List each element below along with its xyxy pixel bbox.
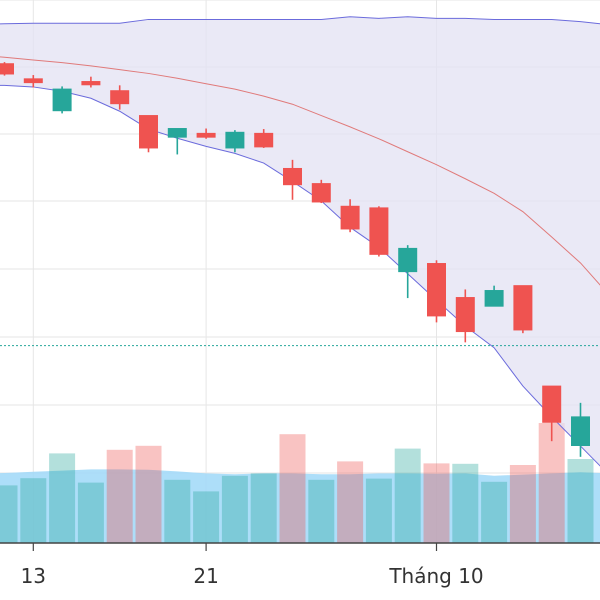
volume-bar-15 bbox=[423, 463, 450, 543]
volume-bar-9 bbox=[250, 473, 277, 543]
candles bbox=[0, 62, 590, 457]
candle-8 bbox=[225, 130, 245, 153]
candle-2 bbox=[52, 86, 72, 114]
upper-band-line bbox=[0, 16, 600, 25]
volume-bar-14 bbox=[394, 448, 421, 543]
candle-body-16 bbox=[455, 297, 475, 333]
volume-bar-0 bbox=[0, 485, 18, 543]
candle-body-0 bbox=[0, 63, 14, 75]
candle-0 bbox=[0, 62, 14, 76]
volume-bar-12 bbox=[337, 461, 364, 543]
candle-body-10 bbox=[283, 167, 302, 186]
candle-body-17 bbox=[484, 290, 504, 307]
volume-bar-2 bbox=[49, 453, 76, 543]
volume-bars bbox=[0, 423, 594, 543]
candle-5 bbox=[139, 115, 158, 153]
volume-bar-8 bbox=[221, 475, 248, 543]
candle-body-11 bbox=[311, 183, 331, 203]
candle-body-6 bbox=[167, 128, 187, 138]
volume-bar-17 bbox=[481, 481, 508, 543]
x-tick-label-2: Tháng 10 bbox=[388, 564, 483, 588]
candle-19 bbox=[542, 385, 562, 442]
volume-bar-18 bbox=[509, 465, 536, 543]
candle-7 bbox=[196, 128, 216, 139]
volume-bar-20 bbox=[567, 459, 594, 543]
volume-bar-19 bbox=[538, 423, 565, 543]
candle-17 bbox=[484, 285, 504, 307]
candle-body-9 bbox=[254, 132, 274, 148]
candle-body-7 bbox=[196, 132, 216, 138]
candle-16 bbox=[455, 289, 475, 343]
candle-body-5 bbox=[139, 115, 158, 149]
bollinger-band bbox=[0, 16, 600, 467]
volume-ma-area bbox=[0, 469, 600, 543]
band-fill bbox=[0, 16, 600, 466]
volume-bar-16 bbox=[452, 463, 479, 543]
candle-10 bbox=[283, 159, 302, 200]
candle-3 bbox=[81, 76, 101, 88]
candle-1 bbox=[23, 75, 43, 88]
middle-band-line bbox=[0, 56, 600, 286]
candle-4 bbox=[110, 85, 130, 110]
x-tick-label-0: 13 bbox=[21, 564, 46, 588]
x-axis-ticks: 13 21 Tháng 10 bbox=[21, 543, 484, 588]
candle-body-19 bbox=[542, 385, 562, 423]
candle-body-13 bbox=[369, 207, 389, 255]
candle-body-1 bbox=[23, 78, 43, 84]
candle-body-4 bbox=[110, 90, 130, 105]
volume-bar-10 bbox=[279, 434, 306, 543]
candle-body-18 bbox=[513, 285, 533, 331]
candle-body-3 bbox=[81, 81, 101, 86]
candle-body-2 bbox=[52, 88, 72, 112]
volume-bar-4 bbox=[106, 449, 133, 543]
candle-body-8 bbox=[225, 131, 245, 149]
x-tick-label-1: 21 bbox=[193, 564, 218, 588]
candle-13 bbox=[369, 206, 389, 257]
candle-body-20 bbox=[571, 416, 590, 447]
candle-15 bbox=[427, 260, 446, 323]
candle-9 bbox=[254, 129, 274, 148]
candle-14 bbox=[398, 245, 418, 299]
volume-moving-average bbox=[0, 469, 600, 543]
candle-18 bbox=[513, 285, 533, 334]
candle-body-14 bbox=[398, 247, 418, 273]
volume-bar-3 bbox=[77, 482, 104, 543]
volume-bar-1 bbox=[20, 478, 47, 543]
volume-bar-13 bbox=[365, 478, 392, 543]
candle-20 bbox=[571, 402, 590, 457]
volume-bar-5 bbox=[135, 445, 162, 543]
volume-bar-6 bbox=[164, 479, 191, 543]
candle-body-15 bbox=[427, 263, 446, 317]
candle-11 bbox=[311, 179, 331, 204]
candle-6 bbox=[167, 128, 187, 155]
candle-body-12 bbox=[340, 205, 360, 230]
volume-bar-11 bbox=[308, 479, 335, 543]
volume-bar-7 bbox=[193, 491, 220, 543]
candle-12 bbox=[340, 199, 360, 233]
